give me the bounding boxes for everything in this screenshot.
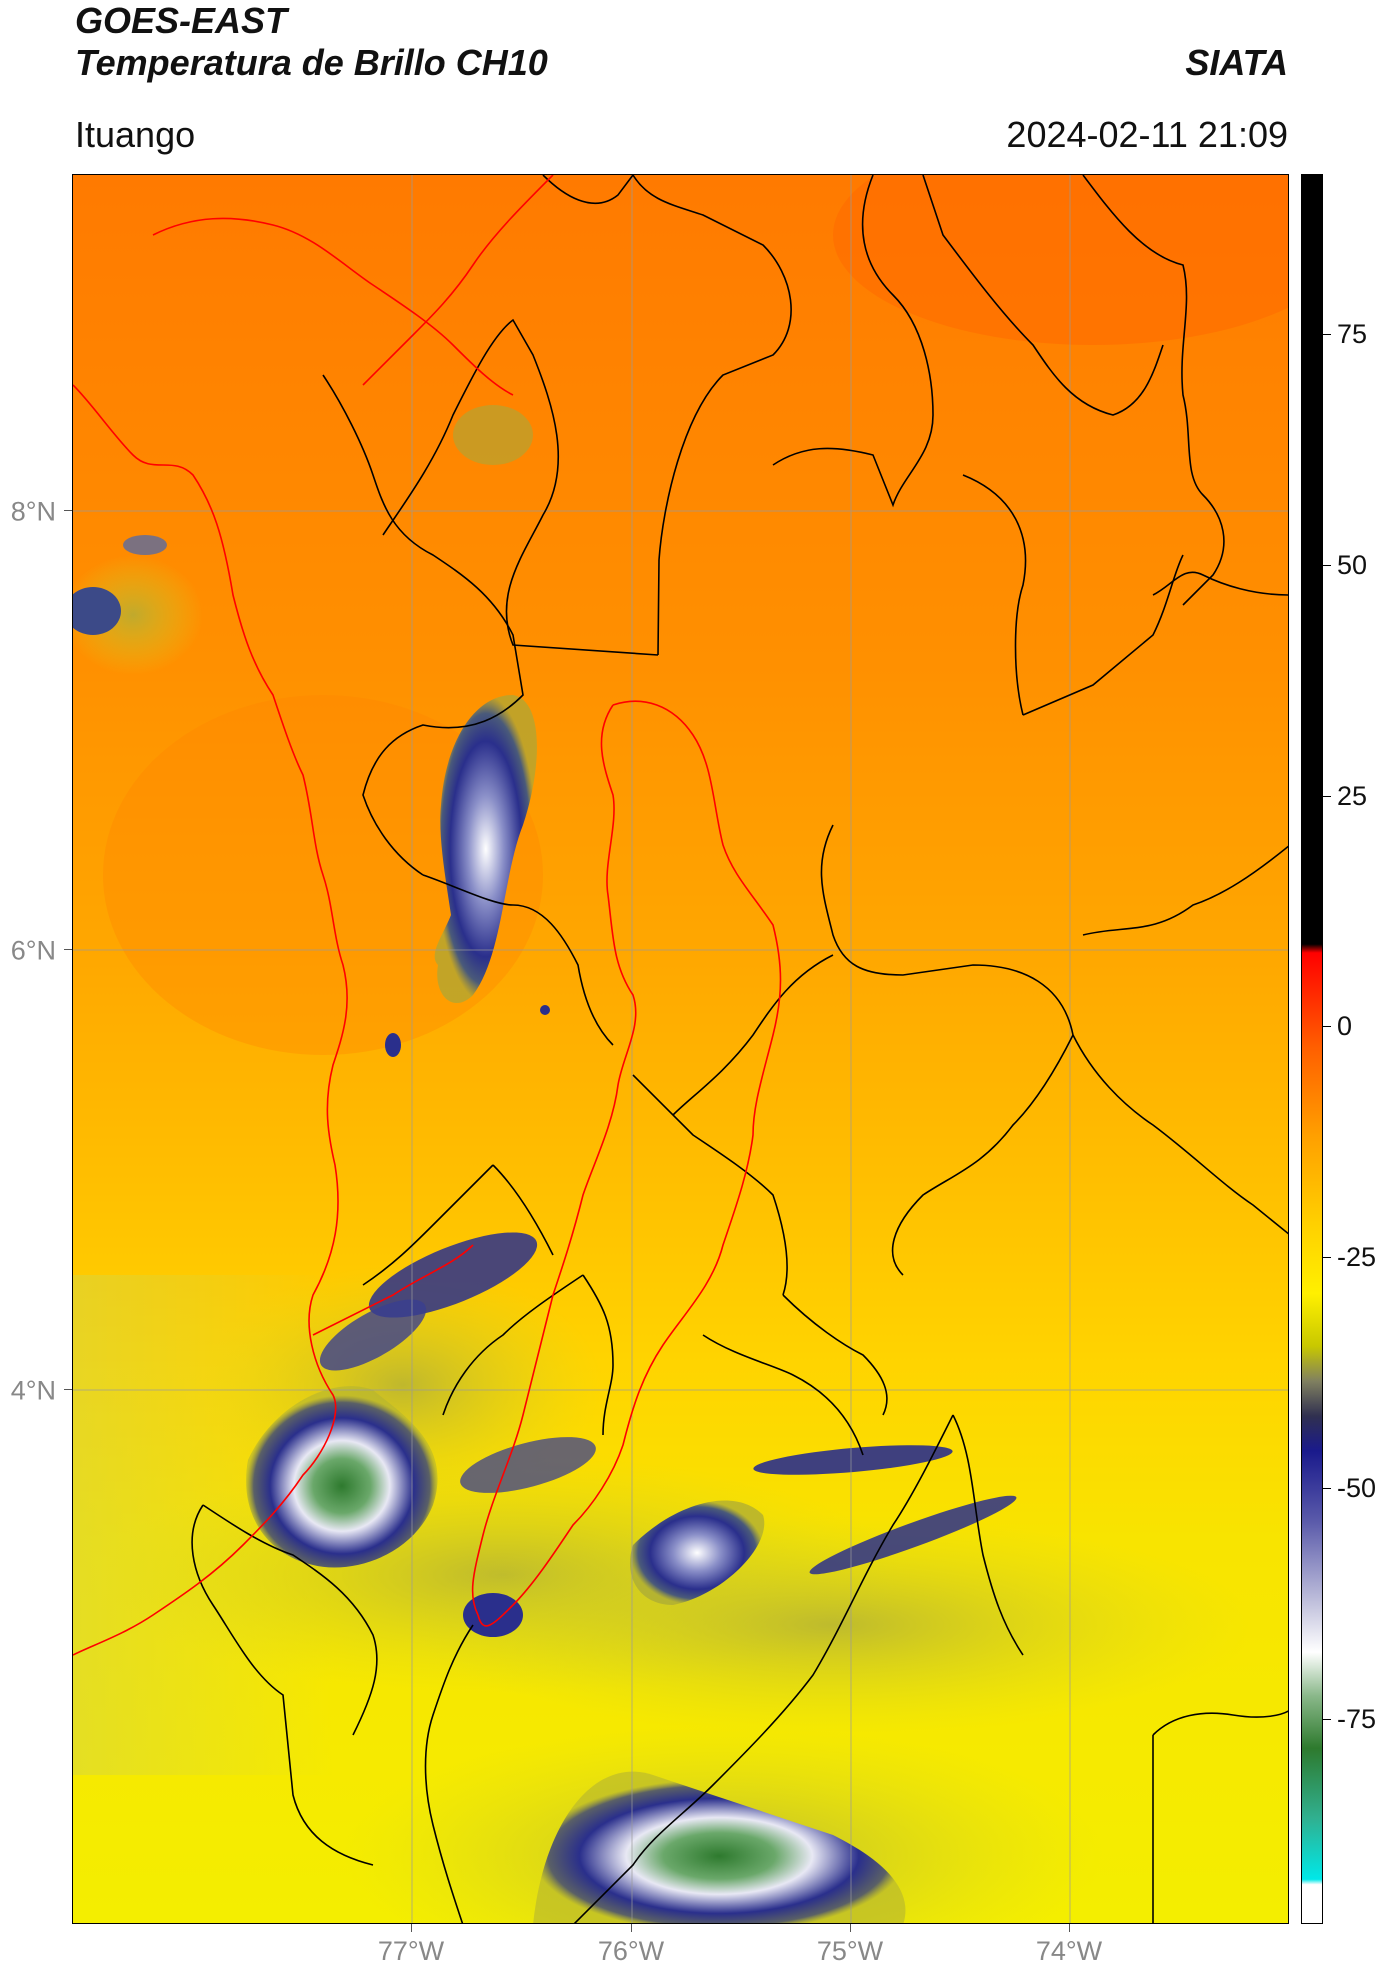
colorbar-tick-label: -50	[1337, 1473, 1377, 1503]
colorbar	[1301, 174, 1323, 1924]
colorbar-tick-label: 25	[1337, 781, 1368, 811]
map-panel	[72, 174, 1289, 1924]
latitude-label: 4°N	[10, 1375, 56, 1406]
department-boundaries	[191, 175, 1288, 1923]
cold-cloud-cell	[246, 1386, 438, 1568]
colorbar-gradient	[1302, 175, 1322, 1923]
longitude-label: 76°W	[597, 1936, 665, 1966]
region-label: Ituango	[75, 114, 196, 155]
source-label: SIATA	[1185, 42, 1288, 83]
colorbar-tick-label: 50	[1337, 550, 1368, 580]
cold-cloud-cell	[533, 1771, 906, 1923]
colorbar-tick-label: 0	[1337, 1011, 1353, 1041]
cold-cloud-cell	[434, 695, 537, 1004]
brightness-temperature-map	[73, 175, 1288, 1923]
map-subtitle: Temperatura de Brillo CH10	[75, 42, 548, 83]
graticule	[73, 175, 1288, 1923]
longitude-label: 77°W	[377, 1936, 445, 1966]
cold-cloud-cell	[629, 1500, 765, 1605]
longitude-label: 74°W	[1035, 1936, 1103, 1966]
colorbar-tick-label: -25	[1337, 1242, 1377, 1272]
longitude-label: 75°W	[816, 1936, 884, 1966]
latitude-label: 8°N	[10, 496, 56, 527]
colorbar-tick-label: 75	[1337, 319, 1368, 349]
basin-outline	[73, 175, 782, 1656]
timestamp-label: 2024-02-11 21:09	[1006, 114, 1288, 155]
latitude-label: 6°N	[10, 935, 56, 966]
map-title: GOES-EAST	[75, 0, 288, 41]
colorbar-tick-label: -75	[1337, 1704, 1377, 1734]
